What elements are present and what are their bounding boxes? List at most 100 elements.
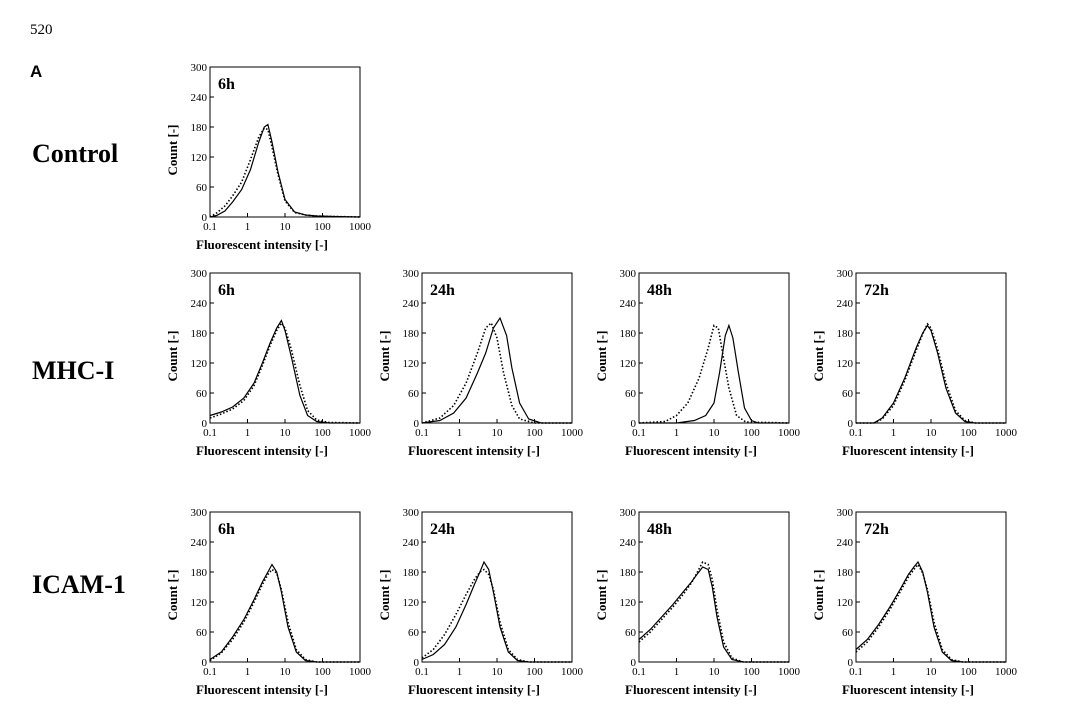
x-tick-label: 0.1 [415,427,429,439]
y-tick-label: 0 [202,657,208,669]
y-tick-label: 300 [620,507,637,519]
time-label: 72h [864,521,889,538]
series-line-dotted [421,321,572,424]
y-tick-label: 0 [848,657,854,669]
series-line-solid [209,319,360,424]
y-tick-label: 60 [196,388,208,400]
y-tick-label: 300 [620,268,637,280]
y-axis-title: Count [-] [594,570,609,621]
y-tick-label: 60 [408,388,420,400]
series-line-solid [209,563,360,663]
y-tick-label: 180 [191,328,208,340]
x-tick-label: 0.1 [632,666,646,678]
x-axis-title: Fluorescent intensity [-] [842,443,974,458]
histogram-mhc-i-6h: 0 60 120 180 240 300 0.1 1 10 100 1000 Fluorescent … [165,268,372,458]
x-tick-label: 10 [709,427,721,439]
histogram-mhc-i-48h: 0 60 120 180 240 300 0.1 1 10 100 1000 Fluorescent … [594,268,801,458]
y-tick-label: 240 [403,537,420,549]
y-tick-label: 0 [631,418,637,430]
x-tick-label: 100 [314,221,331,233]
row-label-mhc-i: MHC-I [32,356,115,385]
series-line-solid [855,560,1006,663]
x-tick-label: 100 [314,427,331,439]
x-tick-label: 10 [280,427,292,439]
y-tick-label: 60 [842,627,854,639]
histogram-control-6h: 0 60 120 180 240 300 0.1 1 10 100 1000 Fluorescent … [165,62,372,252]
x-tick-label: 1000 [778,427,801,439]
x-tick-label: 1 [245,666,251,678]
y-tick-label: 240 [620,298,637,310]
histogram-icam-1-48h: 0 60 120 180 240 300 0.1 1 10 100 1000 Fluorescent … [594,507,801,697]
x-tick-label: 1000 [561,666,584,678]
x-tick-label: 10 [492,666,504,678]
y-axis-title: Count [-] [165,125,180,176]
y-tick-label: 240 [620,537,637,549]
y-tick-label: 300 [403,268,420,280]
y-tick-label: 180 [837,328,854,340]
y-tick-label: 300 [191,507,208,519]
x-tick-label: 1 [674,427,680,439]
y-tick-label: 120 [191,152,208,164]
series-line-solid [638,566,789,663]
y-tick-label: 180 [620,567,637,579]
x-tick-label: 100 [526,666,543,678]
y-tick-label: 0 [202,418,208,430]
time-label: 48h [647,282,672,299]
series-line-dotted [638,560,789,663]
x-tick-label: 10 [280,666,292,678]
y-axis-title: Count [-] [165,331,180,382]
series-line-dotted [209,126,361,218]
y-tick-label: 120 [620,597,637,609]
x-tick-label: 10 [709,666,721,678]
y-tick-label: 120 [620,358,637,370]
y-tick-label: 120 [403,597,420,609]
x-axis-title: Fluorescent intensity [-] [625,682,757,697]
x-tick-label: 1 [457,666,463,678]
y-axis-title: Count [-] [811,331,826,382]
x-axis-title: Fluorescent intensity [-] [196,443,328,458]
y-tick-label: 120 [191,358,208,370]
x-tick-label: 1 [457,427,463,439]
series-line-solid [856,324,1006,424]
time-label: 6h [218,282,235,299]
series-line-solid [421,316,572,424]
x-axis-title: Fluorescent intensity [-] [196,682,328,697]
x-tick-label: 1000 [561,427,584,439]
series-line-solid [209,123,361,218]
y-tick-label: 240 [403,298,420,310]
x-tick-label: 100 [743,427,760,439]
series-line-solid [421,560,572,663]
series-line-dotted [209,568,360,663]
y-axis-title: Count [-] [377,331,392,382]
x-tick-label: 10 [926,427,938,439]
y-tick-label: 180 [403,328,420,340]
y-tick-label: 180 [837,567,854,579]
x-tick-label: 0.1 [203,666,217,678]
y-tick-label: 0 [414,418,420,430]
y-tick-label: 60 [842,388,854,400]
histogram-icam-1-24h: 0 60 120 180 240 300 0.1 1 10 100 1000 Fluorescent … [377,507,584,697]
y-tick-label: 60 [196,627,208,639]
x-tick-label: 0.1 [849,427,863,439]
x-tick-label: 1 [245,427,251,439]
y-tick-label: 240 [837,537,854,549]
time-label: 24h [430,521,455,538]
x-axis-title: Fluorescent intensity [-] [196,237,328,252]
x-tick-label: 1000 [995,427,1018,439]
y-tick-label: 240 [191,92,208,104]
x-tick-label: 10 [280,221,292,233]
y-tick-label: 240 [191,298,208,310]
x-tick-label: 100 [960,427,977,439]
x-tick-label: 10 [926,666,938,678]
row-label-icam-1: ICAM-1 [32,570,126,599]
y-tick-label: 300 [191,268,208,280]
row-label-control: Control [32,139,119,168]
y-tick-label: 300 [837,507,854,519]
x-tick-label: 100 [314,666,331,678]
y-tick-label: 120 [837,597,854,609]
y-tick-label: 120 [191,597,208,609]
x-tick-label: 1000 [349,427,372,439]
time-label: 6h [218,521,235,538]
y-tick-label: 60 [625,388,637,400]
